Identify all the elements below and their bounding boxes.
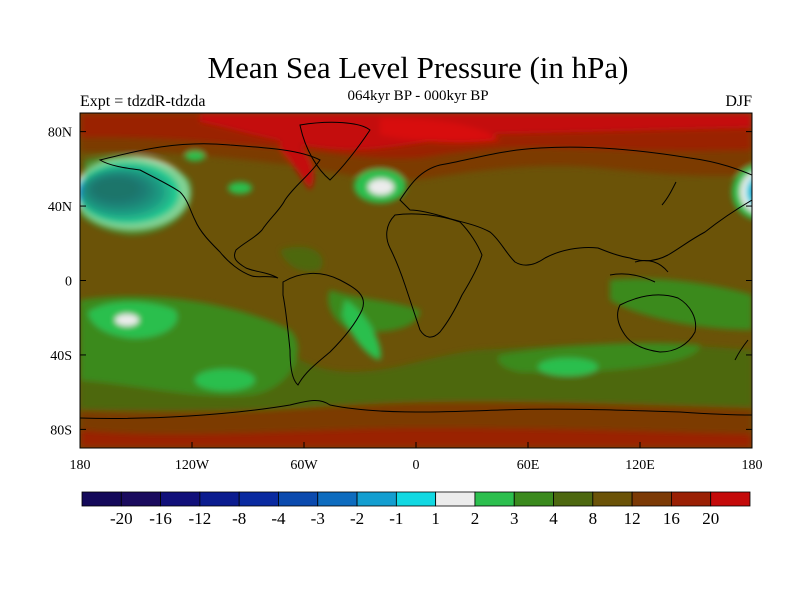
colorbar-label: 20 bbox=[702, 509, 719, 528]
colorbar-label: -2 bbox=[350, 509, 364, 528]
colorbar-box bbox=[395, 491, 437, 507]
colorbar-label: -3 bbox=[311, 509, 325, 528]
colorbar-box bbox=[513, 491, 554, 507]
lon-label: 180 bbox=[70, 458, 91, 473]
colorbar-box bbox=[553, 491, 594, 507]
colorbar-box bbox=[278, 491, 319, 507]
colorbar-label: -4 bbox=[271, 509, 286, 528]
lat-label: 40S bbox=[50, 349, 72, 364]
colorbar-box bbox=[81, 491, 122, 507]
lon-label: 120W bbox=[175, 458, 210, 473]
map-axes: 80N 40N 0 40S 80S 180 120W 60W 0 60E 120E 180 bbox=[48, 126, 763, 473]
colorbar-box bbox=[356, 491, 397, 507]
colorbar-label: 3 bbox=[510, 509, 519, 528]
colorbar-label: -16 bbox=[149, 509, 172, 528]
lon-label: 60E bbox=[517, 458, 540, 473]
chart-subtitle: 064kyr BP - 000kyr BP bbox=[347, 88, 489, 104]
colorbar-label: 4 bbox=[549, 509, 558, 528]
lon-label: 180 bbox=[742, 458, 763, 473]
colorbar-box bbox=[631, 491, 672, 507]
colorbar-label: -20 bbox=[110, 509, 133, 528]
colorbar-label: 2 bbox=[471, 509, 480, 528]
colorbar-box bbox=[710, 491, 751, 507]
colorbar-box bbox=[317, 491, 358, 507]
chart-title: Mean Sea Level Pressure (in hPa) bbox=[207, 50, 629, 85]
lat-label: 80S bbox=[50, 423, 72, 438]
coastlines bbox=[80, 121, 752, 419]
colorbar-box bbox=[160, 491, 201, 507]
lat-label: 40N bbox=[48, 200, 72, 215]
experiment-label: Expt = tdzdR-tdzda bbox=[80, 93, 206, 110]
colorbar-label: 12 bbox=[624, 509, 641, 528]
colorbar: -20 -16 -12 -8 -4 -3 -2 -1 1 2 3 4 8 12 16 20 bbox=[81, 491, 751, 528]
lat-label: 0 bbox=[65, 275, 72, 290]
map-field bbox=[80, 113, 752, 448]
field-contours bbox=[80, 113, 752, 448]
lat-label: 80N bbox=[48, 126, 72, 141]
lon-label: 0 bbox=[413, 458, 420, 473]
colorbar-label: -12 bbox=[189, 509, 212, 528]
colorbar-box bbox=[474, 491, 515, 507]
colorbar-label: -1 bbox=[389, 509, 403, 528]
colorbar-label: 8 bbox=[589, 509, 598, 528]
lon-label: 120E bbox=[625, 458, 655, 473]
colorbar-label: 16 bbox=[663, 509, 680, 528]
lon-label: 60W bbox=[290, 458, 318, 473]
colorbar-box bbox=[199, 491, 240, 507]
colorbar-box bbox=[435, 491, 476, 507]
colorbar-label: -8 bbox=[232, 509, 246, 528]
colorbar-box bbox=[238, 491, 279, 507]
colorbar-box bbox=[592, 491, 633, 507]
colorbar-box bbox=[671, 491, 712, 507]
season-label: DJF bbox=[725, 93, 752, 110]
colorbar-label: 1 bbox=[431, 509, 440, 528]
colorbar-box bbox=[120, 491, 161, 507]
